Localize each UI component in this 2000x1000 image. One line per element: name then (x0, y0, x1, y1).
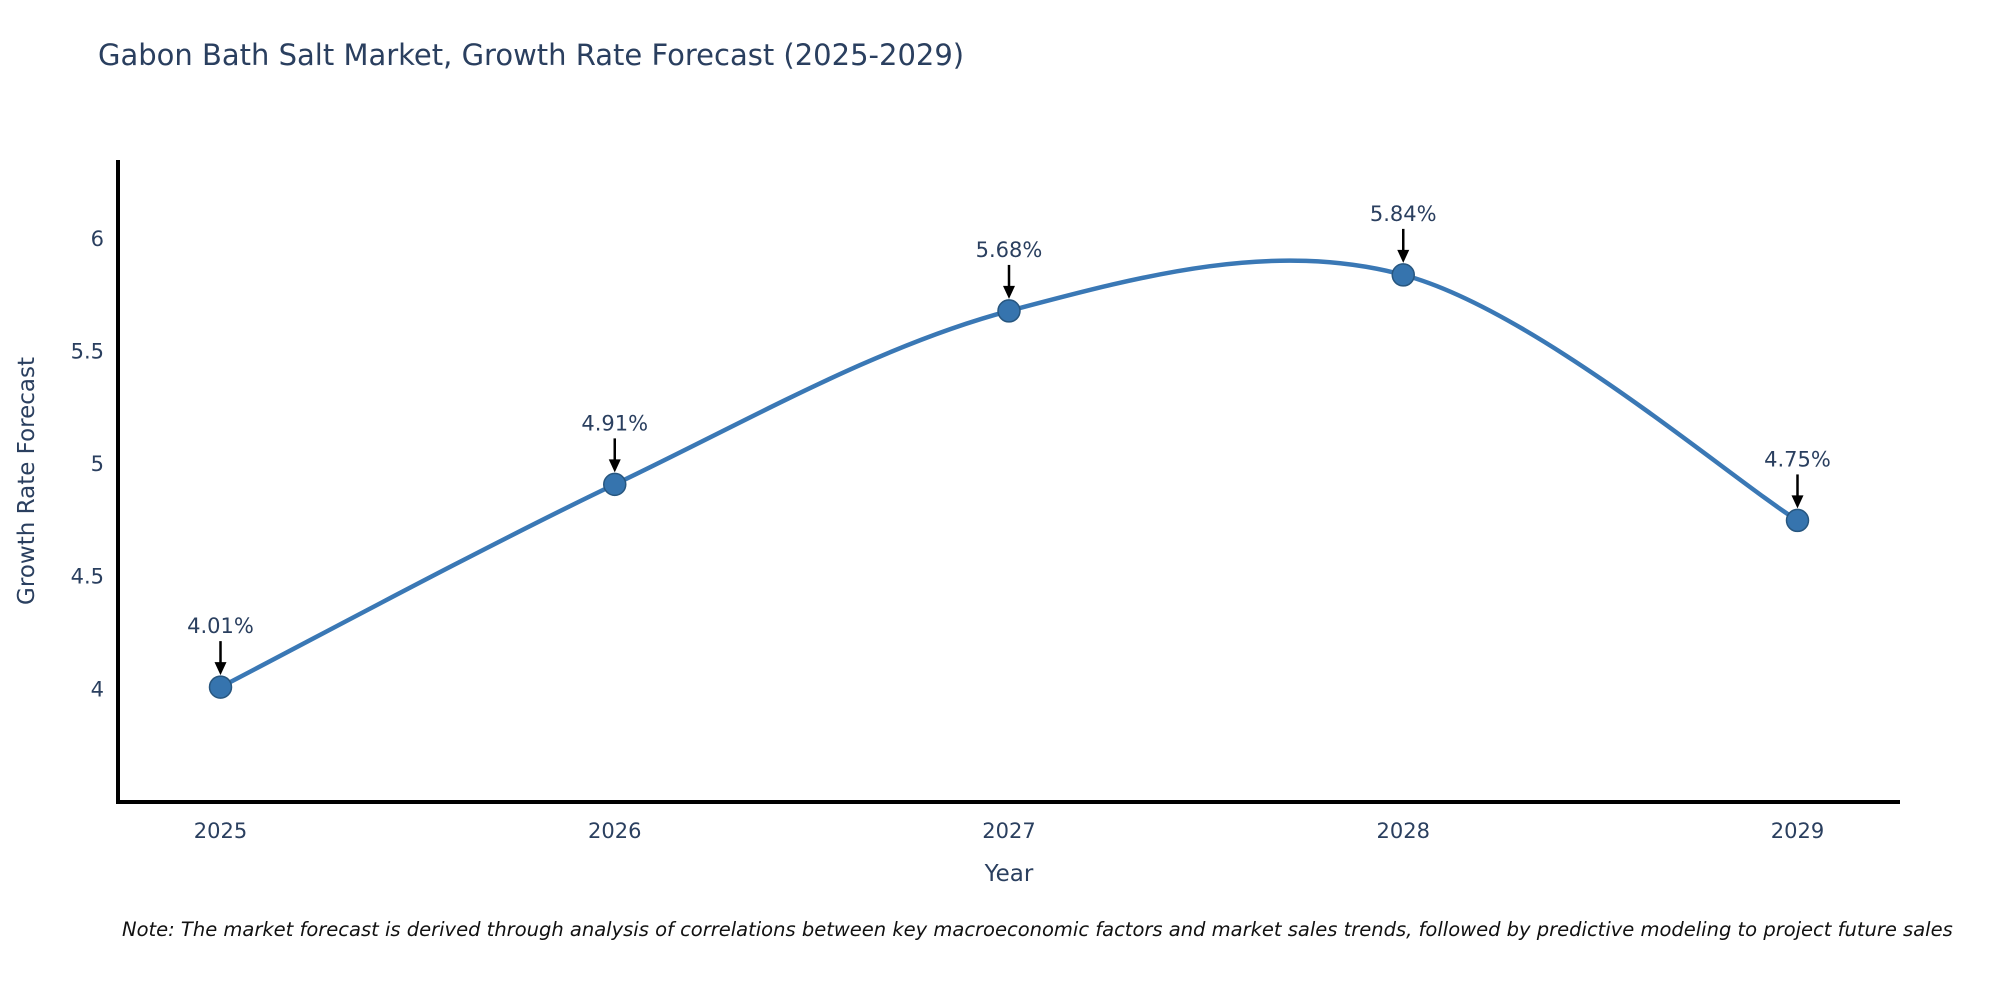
x-axis-title: Year (984, 861, 1034, 887)
annotation-arrowhead (1397, 249, 1410, 263)
y-tick-label: 4 (91, 677, 104, 701)
data-point-2029[interactable] (1785, 508, 1810, 533)
data-point-2028[interactable] (1391, 263, 1415, 287)
annotation-label: 5.68% (976, 238, 1043, 262)
annotation-label: 5.84% (1370, 202, 1437, 226)
y-tick-label: 4.5 (71, 565, 104, 589)
x-tick-label: 2027 (982, 819, 1035, 843)
annotation-label: 4.01% (187, 614, 254, 638)
y-tick-label: 6 (91, 227, 104, 251)
data-point-2027[interactable] (997, 299, 1021, 323)
y-tick-label: 5 (91, 452, 104, 476)
y-tick-label: 5.5 (71, 339, 104, 363)
x-tick-label: 2026 (588, 819, 641, 843)
chart-title: Gabon Bath Salt Market, Growth Rate Fore… (98, 38, 965, 72)
x-tick-label: 2029 (1771, 819, 1824, 843)
x-tick-label: 2025 (194, 819, 247, 843)
y-axis-title-text: Growth Rate Forecast (14, 357, 40, 605)
x-tick-label: 2028 (1377, 819, 1430, 843)
annotation-label: 4.75% (1764, 447, 1831, 471)
annotation-arrowhead (1791, 495, 1804, 509)
annotation-arrowhead (214, 662, 227, 676)
y-axis-title: Growth Rate Forecast (14, 160, 40, 802)
annotation-arrowhead (608, 459, 621, 473)
annotation-arrowhead (1003, 285, 1015, 299)
annotation-label: 4.91% (581, 411, 648, 435)
data-point-2025[interactable] (208, 675, 233, 699)
footnote: Note: The market forecast is derived thr… (122, 918, 1953, 941)
data-point-2026[interactable] (603, 472, 627, 497)
